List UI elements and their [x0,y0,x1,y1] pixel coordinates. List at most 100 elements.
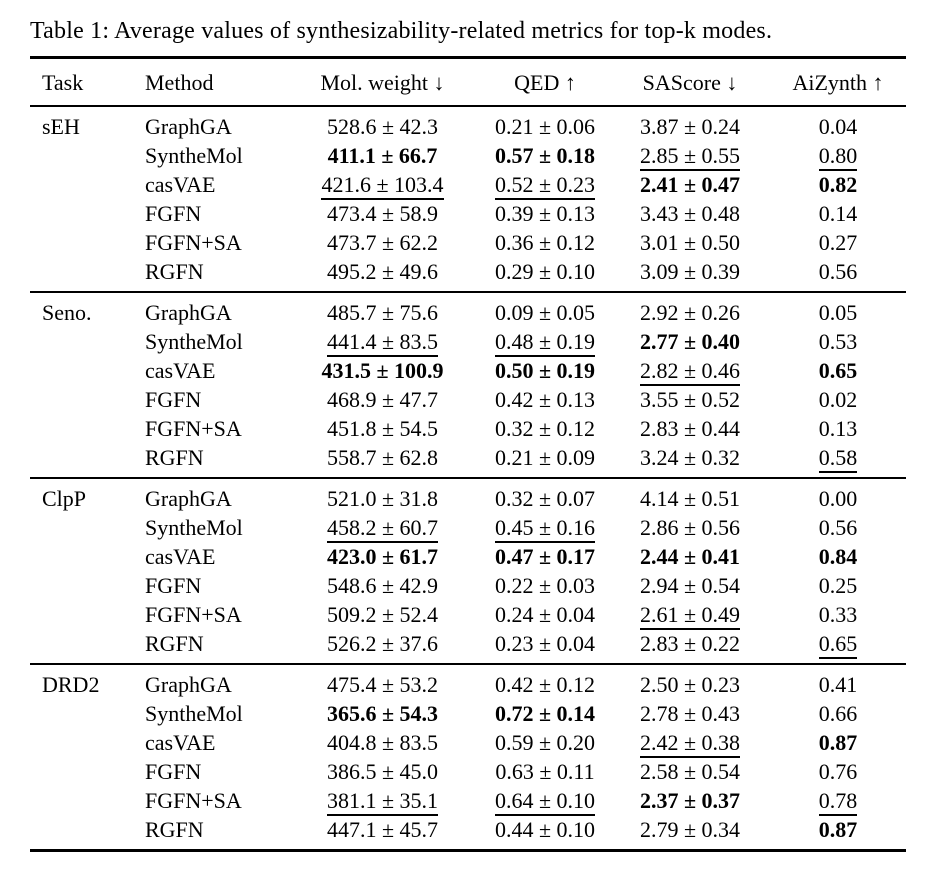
metric-value-text: 2.78 ± 0.43 [639,701,741,726]
metric-value: 0.22 ± 0.03 [480,571,610,600]
metric-value: 0.39 ± 0.13 [480,199,610,228]
metric-value-text: 2.92 ± 0.26 [639,300,741,325]
table-row: casVAE 404.8 ± 83.5 0.59 ± 0.20 2.42 ± 0.38… [30,728,906,758]
metric-value-text: 0.29 ± 0.10 [494,259,596,284]
metric-value-text: 4.14 ± 0.51 [639,486,741,511]
metric-value: 2.78 ± 0.43 [610,699,770,728]
table-row: RGFN 558.7 ± 62.8 0.21 ± 0.09 3.24 ± 0.32 0.… [30,443,906,478]
metric-value-text: 0.58 [818,445,858,473]
task-label [30,629,135,664]
metric-value: 2.83 ± 0.22 [610,629,770,664]
metric-value-text: 0.23 ± 0.04 [494,631,596,656]
metric-value: 0.00 [770,478,906,513]
metric-value: 509.2 ± 52.4 [285,600,480,629]
method-label: SyntheMol [145,515,243,540]
method-label: FGFN+SA [145,602,242,627]
metric-value-text: 0.64 ± 0.10 [494,788,596,816]
table-row: FGFN 548.6 ± 42.9 0.22 ± 0.03 2.94 ± 0.54 0.… [30,571,906,600]
table-row: FGFN+SA 451.8 ± 54.5 0.32 ± 0.12 2.83 ± 0.4… [30,414,906,443]
metric-value-text: 0.44 ± 0.10 [494,817,596,842]
metric-value: 0.04 [770,106,906,141]
task-label [30,728,135,757]
metric-value: 4.14 ± 0.51 [610,478,770,513]
metric-value: 475.4 ± 53.2 [285,664,480,699]
metric-value: 404.8 ± 83.5 [285,728,480,757]
metric-value-text: 2.83 ± 0.22 [639,631,741,656]
metric-value: 431.5 ± 100.9 [285,356,480,385]
header-row: Task Method Mol. weight ↓ QED ↑ SAScore … [30,57,906,107]
metric-value-text: 473.7 ± 62.2 [326,230,439,255]
metric-value: 411.1 ± 66.7 [285,141,480,170]
method-label: GraphGA [145,300,232,325]
metric-value: 3.24 ± 0.32 [610,443,770,478]
task-group: ClpP GraphGA 521.0 ± 31.8 0.32 ± 0.07 4.14 ±… [30,478,906,664]
metric-value-text: 495.2 ± 49.6 [326,259,439,284]
table-row: FGFN+SA 381.1 ± 35.1 0.64 ± 0.10 2.37 ± 0.3… [30,786,906,816]
metric-value: 0.78 [770,786,906,816]
method-label: RGFN [145,259,204,284]
metric-value: 0.42 ± 0.13 [480,385,610,414]
metric-value: 451.8 ± 54.5 [285,414,480,443]
task-label [30,228,135,257]
task-label: DRD2 [42,672,100,697]
metric-value-text: 2.85 ± 0.55 [639,143,741,171]
metric-value-text: 365.6 ± 54.3 [326,701,439,726]
table-row: SyntheMol 365.6 ± 54.3 0.72 ± 0.14 2.78 ± 0… [30,699,906,728]
metric-value-text: 468.9 ± 47.7 [326,387,439,412]
metric-value-text: 0.09 ± 0.05 [494,300,596,325]
metric-value-text: 3.24 ± 0.32 [639,445,741,470]
metric-value-text: 0.65 [818,358,858,383]
column-header-task: Task [30,57,135,107]
metric-value: 2.61 ± 0.49 [610,600,770,630]
task-label [30,385,135,414]
task-label [30,757,135,786]
metric-value-text: 0.56 [818,515,858,540]
table-row: FGFN 468.9 ± 47.7 0.42 ± 0.13 3.55 ± 0.52 0.… [30,385,906,414]
metric-value-text: 548.6 ± 42.9 [326,573,439,598]
metric-value-text: 0.00 [818,486,858,511]
table-row: casVAE 421.6 ± 103.4 0.52 ± 0.23 2.41 ± 0.4… [30,170,906,200]
task-label: Seno. [42,300,92,325]
metric-value: 381.1 ± 35.1 [285,786,480,816]
method-label: FGFN+SA [145,788,242,813]
metric-value: 0.23 ± 0.04 [480,629,610,664]
metric-value: 0.56 [770,513,906,542]
metric-value-text: 0.50 ± 0.19 [494,358,596,383]
metric-value: 0.27 [770,228,906,257]
metric-value: 2.37 ± 0.37 [610,786,770,815]
table-row: SyntheMol 411.1 ± 66.7 0.57 ± 0.18 2.85 ± 0… [30,141,906,171]
metric-value-text: 0.42 ± 0.13 [494,387,596,412]
metric-value: 0.87 [770,728,906,757]
metric-value: 458.2 ± 60.7 [285,513,480,543]
method-label: FGFN [145,201,202,226]
table-row: DRD2 GraphGA 475.4 ± 53.2 0.42 ± 0.12 2.50 ±… [30,664,906,699]
metric-value: 2.41 ± 0.47 [610,170,770,199]
task-label [30,443,135,478]
metric-value: 0.47 ± 0.17 [480,542,610,571]
table-row: FGFN 386.5 ± 45.0 0.63 ± 0.11 2.58 ± 0.54 0.… [30,757,906,786]
metric-value: 0.80 [770,141,906,171]
metric-value: 0.76 [770,757,906,786]
metric-value: 0.65 [770,356,906,385]
metric-value-text: 441.4 ± 83.5 [326,329,439,357]
metric-value-text: 458.2 ± 60.7 [326,515,439,543]
metric-value: 485.7 ± 75.6 [285,292,480,327]
metric-value-text: 2.82 ± 0.46 [639,358,741,386]
task-label [30,141,135,170]
metric-value-text: 0.24 ± 0.04 [494,602,596,627]
metric-value-text: 2.37 ± 0.37 [639,788,741,813]
metric-value-text: 509.2 ± 52.4 [326,602,439,627]
table-row: FGFN+SA 473.7 ± 62.2 0.36 ± 0.12 3.01 ± 0.5… [30,228,906,257]
metric-value: 2.79 ± 0.34 [610,815,770,851]
method-label: RGFN [145,817,204,842]
metric-value: 0.58 [770,443,906,478]
metric-value: 3.01 ± 0.50 [610,228,770,257]
metric-value-text: 0.76 [818,759,858,784]
metric-value: 0.50 ± 0.19 [480,356,610,385]
metric-value-text: 0.02 [818,387,858,412]
table-row: casVAE 423.0 ± 61.7 0.47 ± 0.17 2.44 ± 0.41… [30,542,906,571]
metric-value-text: 528.6 ± 42.3 [326,114,439,139]
metric-value-text: 0.84 [818,544,858,569]
metric-value: 0.14 [770,199,906,228]
metric-value-text: 423.0 ± 61.7 [326,544,439,569]
